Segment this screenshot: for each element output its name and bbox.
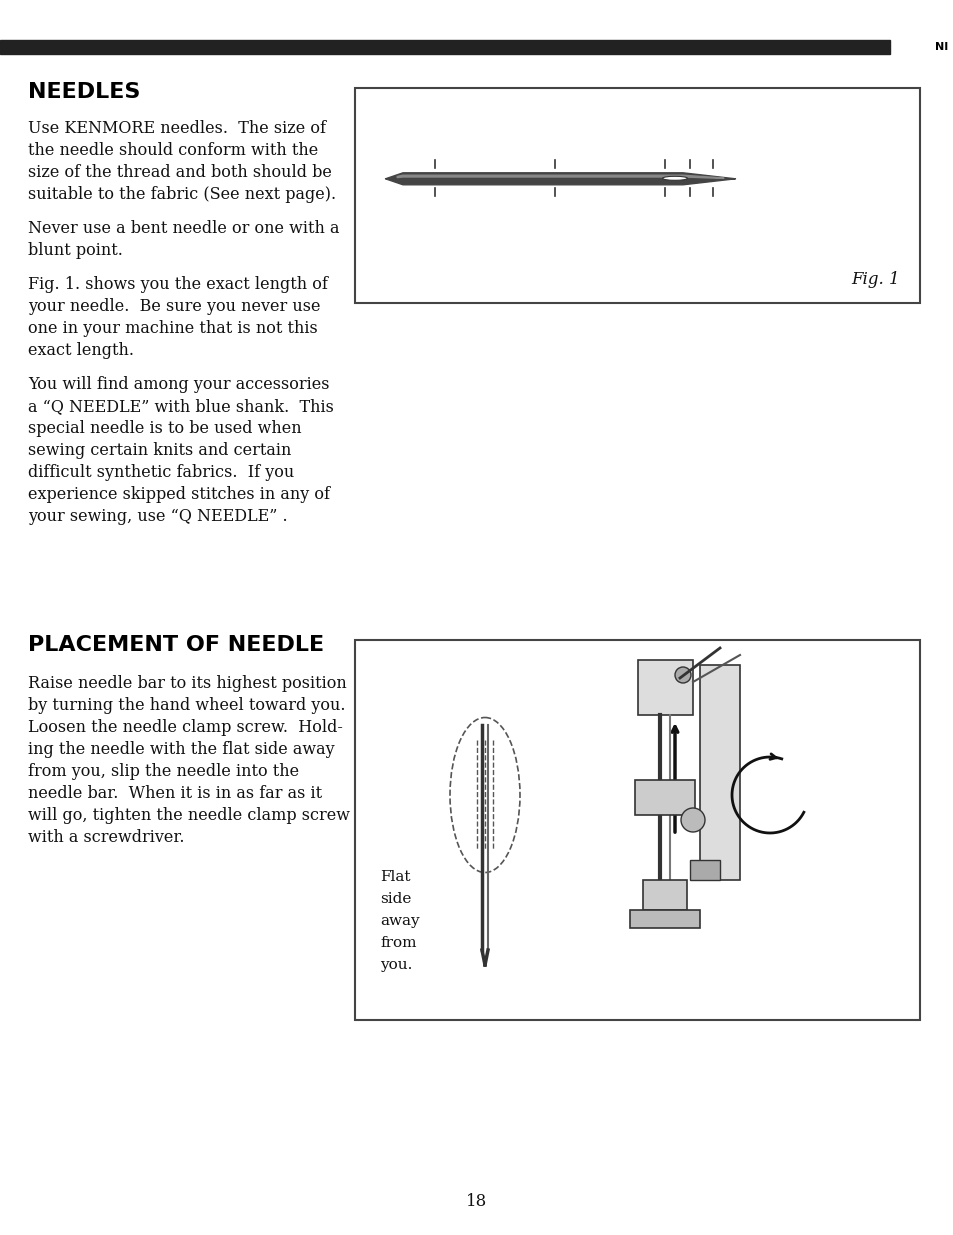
Text: NI: NI <box>934 42 947 52</box>
Bar <box>642 881 686 910</box>
Text: from: from <box>379 936 416 950</box>
Bar <box>629 910 700 927</box>
Text: by turning the hand wheel toward you.: by turning the hand wheel toward you. <box>28 697 345 714</box>
Text: from you, slip the needle into the: from you, slip the needle into the <box>28 763 299 781</box>
Text: Use KENMORE needles.  The size of: Use KENMORE needles. The size of <box>28 120 326 137</box>
Text: Fig. 1: Fig. 1 <box>850 270 899 288</box>
Text: 18: 18 <box>466 1193 487 1210</box>
Text: Loosen the needle clamp screw.  Hold-: Loosen the needle clamp screw. Hold- <box>28 719 342 736</box>
Text: Never use a bent needle or one with a: Never use a bent needle or one with a <box>28 220 339 237</box>
Text: ing the needle with the flat side away: ing the needle with the flat side away <box>28 741 335 758</box>
Bar <box>355 88 919 303</box>
Bar <box>355 640 919 1020</box>
Ellipse shape <box>661 177 687 180</box>
Text: blunt point.: blunt point. <box>28 242 123 259</box>
Text: PLACEMENT OF NEEDLE: PLACEMENT OF NEEDLE <box>28 635 324 655</box>
Text: difficult synthetic fabrics.  If you: difficult synthetic fabrics. If you <box>28 464 294 480</box>
Text: you.: you. <box>379 958 412 972</box>
Text: exact length.: exact length. <box>28 342 133 359</box>
Text: one in your machine that is not this: one in your machine that is not this <box>28 320 317 337</box>
Text: size of the thread and both should be: size of the thread and both should be <box>28 164 332 182</box>
Bar <box>638 659 692 715</box>
Circle shape <box>675 667 690 683</box>
Text: the needle should conform with the: the needle should conform with the <box>28 142 318 159</box>
Text: Raise needle bar to its highest position: Raise needle bar to its highest position <box>28 676 346 692</box>
Text: experience skipped stitches in any of: experience skipped stitches in any of <box>28 487 330 503</box>
Bar <box>635 781 695 815</box>
Text: You will find among your accessories: You will find among your accessories <box>28 375 329 393</box>
Text: will go, tighten the needle clamp screw: will go, tighten the needle clamp screw <box>28 806 350 824</box>
Text: suitable to the fabric (See next page).: suitable to the fabric (See next page). <box>28 186 335 203</box>
Text: your needle.  Be sure you never use: your needle. Be sure you never use <box>28 298 320 315</box>
Bar <box>700 664 740 881</box>
Text: Fig. 1. shows you the exact length of: Fig. 1. shows you the exact length of <box>28 275 328 293</box>
Text: a “Q NEEDLE” with blue shank.  This: a “Q NEEDLE” with blue shank. This <box>28 398 334 415</box>
Text: needle bar.  When it is in as far as it: needle bar. When it is in as far as it <box>28 785 322 802</box>
Circle shape <box>680 808 704 832</box>
Bar <box>689 860 720 881</box>
Text: Flat: Flat <box>379 869 410 884</box>
Text: NEEDLES: NEEDLES <box>28 82 140 103</box>
Text: sewing certain knits and certain: sewing certain knits and certain <box>28 442 291 459</box>
Text: special needle is to be used when: special needle is to be used when <box>28 420 301 437</box>
Text: side: side <box>379 892 411 906</box>
Text: with a screwdriver.: with a screwdriver. <box>28 829 184 846</box>
Text: away: away <box>379 914 419 927</box>
Text: your sewing, use “Q NEEDLE” .: your sewing, use “Q NEEDLE” . <box>28 508 287 525</box>
Bar <box>0 40 889 54</box>
